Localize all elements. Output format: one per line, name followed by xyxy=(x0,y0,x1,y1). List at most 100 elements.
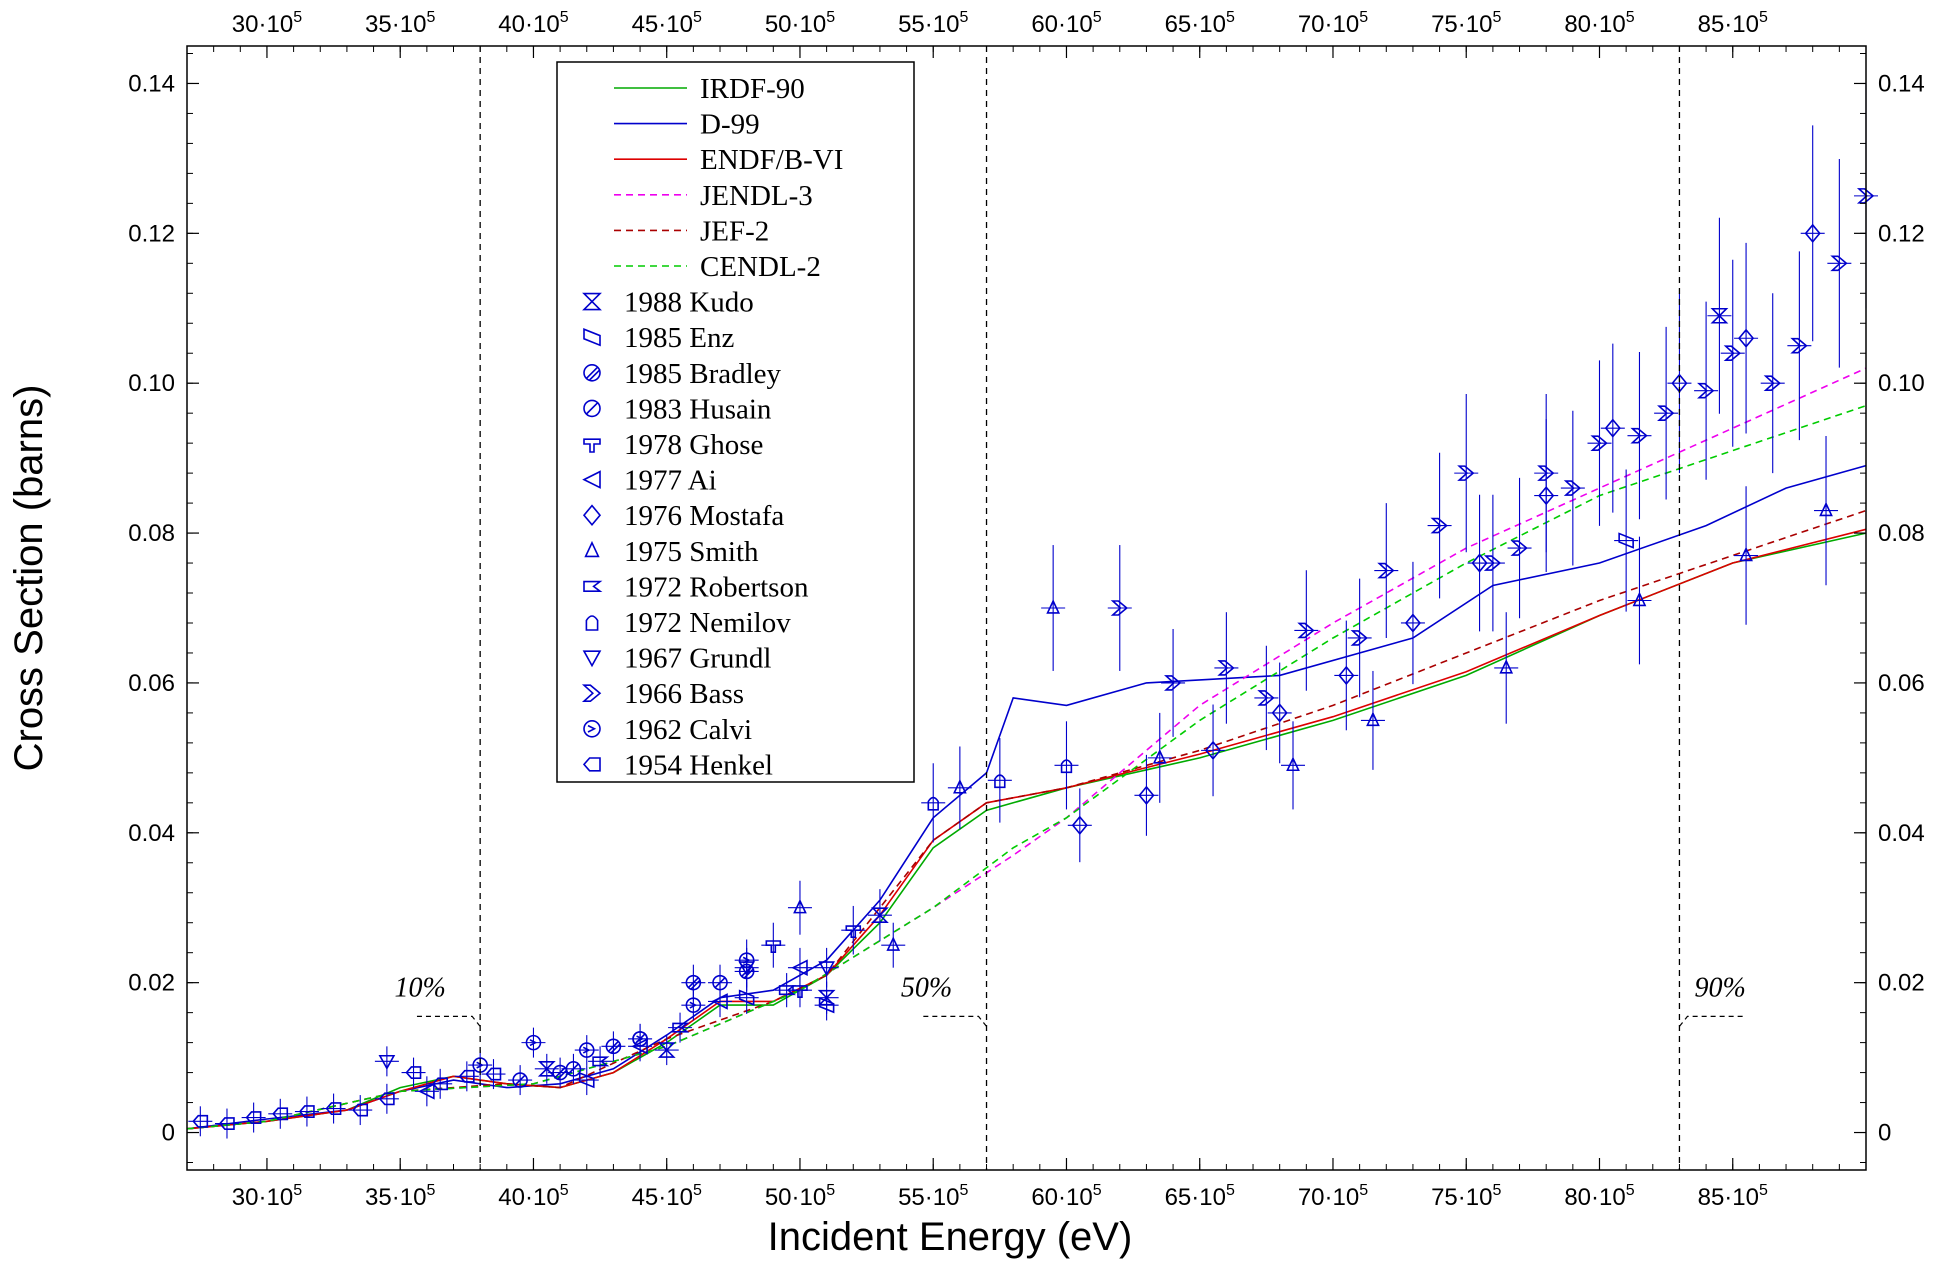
x-tick-label-top: 60·105 xyxy=(1031,9,1101,38)
legend-item: 1978 Ghose xyxy=(583,429,763,461)
series-line xyxy=(186,509,1867,1130)
legend-label: 1972 Robertson xyxy=(624,571,809,603)
tick-mantissa: 45·10 xyxy=(632,11,693,38)
legend-item: 1975 Smith xyxy=(584,536,759,568)
tick-mantissa: 70·10 xyxy=(1298,1184,1359,1211)
legend-label: 1985 Enz xyxy=(624,322,734,354)
legend-label: 1967 Grundl xyxy=(624,643,771,675)
data-point xyxy=(886,936,901,951)
x-axis-title: Incident Energy (eV) xyxy=(768,1215,1133,1259)
marker-circle xyxy=(685,997,702,1013)
tick-exponent: 5 xyxy=(293,9,302,26)
data-point xyxy=(578,1071,595,1089)
series-points xyxy=(1107,83,1878,751)
data-point xyxy=(1338,665,1355,686)
y-tick-label-right: 0 xyxy=(1878,1120,1891,1147)
x-tick-label-bottom: 75·105 xyxy=(1431,1182,1501,1211)
x-tick-label-top: 75·105 xyxy=(1431,9,1501,38)
data-point xyxy=(1763,375,1781,391)
data-point xyxy=(582,470,601,489)
marker-circle xyxy=(583,399,601,418)
data-point xyxy=(685,997,702,1013)
tick-mantissa: 45·10 xyxy=(632,1184,693,1211)
marker-circle xyxy=(583,719,601,738)
tick-exponent: 5 xyxy=(826,9,835,26)
legend-label: CENDL-2 xyxy=(700,251,821,283)
marker-arrow xyxy=(529,1039,538,1047)
reference-leader xyxy=(415,1015,481,1027)
y-tick-label-right: 0.14 xyxy=(1878,70,1925,97)
marker-circle xyxy=(685,974,702,991)
data-point xyxy=(583,328,601,347)
x-tick-label-bottom: 65·105 xyxy=(1165,1182,1235,1211)
data-point xyxy=(1790,337,1808,354)
tick-mantissa: 50·10 xyxy=(765,1184,826,1211)
y-tick-label-left: 0.04 xyxy=(128,820,175,847)
tick-exponent: 5 xyxy=(1226,9,1235,26)
tick-exponent: 5 xyxy=(826,1182,835,1199)
tick-mantissa: 55·10 xyxy=(898,11,959,38)
data-point xyxy=(218,1117,235,1130)
data-point xyxy=(685,974,702,991)
marker-slash xyxy=(714,977,726,989)
data-point xyxy=(1723,345,1741,362)
x-tick-label-bottom: 50·105 xyxy=(765,1182,835,1211)
tick-exponent: 5 xyxy=(1492,1182,1501,1199)
tick-exponent: 5 xyxy=(1359,1182,1368,1199)
data-point xyxy=(1377,562,1395,579)
data-point xyxy=(1537,465,1555,481)
x-tick-label-top: 30·105 xyxy=(232,9,302,38)
legend-label: JEF-2 xyxy=(700,215,769,247)
tick-exponent: 5 xyxy=(426,1182,435,1199)
data-point xyxy=(1563,480,1582,496)
data-point xyxy=(325,1102,342,1115)
y-tick-label-left: 0.14 xyxy=(128,70,175,97)
tick-mantissa: 70·10 xyxy=(1298,11,1359,38)
marker-slash xyxy=(610,1043,621,1054)
legend-item: 1967 Grundl xyxy=(582,643,771,675)
legend-item: 1977 Ai xyxy=(582,465,717,497)
data-point xyxy=(953,778,967,794)
data-point xyxy=(818,996,835,1014)
data-point xyxy=(1618,532,1634,549)
data-point xyxy=(1404,613,1421,633)
tick-exponent: 5 xyxy=(693,9,702,26)
data-point xyxy=(245,1111,262,1124)
data-point xyxy=(1819,501,1833,517)
data-point xyxy=(1110,600,1129,616)
tick-mantissa: 30·10 xyxy=(232,11,293,38)
tick-mantissa: 60·10 xyxy=(1031,11,1092,38)
data-point xyxy=(738,952,755,968)
legend-item: JEF-2 xyxy=(614,215,769,247)
tick-exponent: 5 xyxy=(1093,9,1102,26)
data-point xyxy=(1257,690,1275,706)
y-tick-label-left: 0.12 xyxy=(128,220,175,247)
legend-label: 1976 Mostafa xyxy=(624,500,784,532)
legend-item: JENDL-3 xyxy=(614,180,813,212)
data-point xyxy=(778,985,797,996)
tick-mantissa: 40·10 xyxy=(498,11,559,38)
data-point xyxy=(870,907,889,924)
data-point xyxy=(378,1092,395,1106)
marker-slash xyxy=(607,1040,619,1052)
data-point xyxy=(418,1083,435,1100)
axes: 30·10530·10535·10535·10540·10540·10545·1… xyxy=(128,9,1924,1211)
data-point xyxy=(1697,382,1715,399)
legend-label: 1975 Smith xyxy=(624,536,759,568)
data-point xyxy=(1499,659,1514,674)
tick-exponent: 5 xyxy=(959,9,968,26)
legend-item: 1985 Enz xyxy=(583,322,734,354)
marker-slash xyxy=(557,1069,567,1080)
tick-mantissa: 80·10 xyxy=(1564,11,1625,38)
series-points xyxy=(761,905,866,1008)
series-line xyxy=(186,404,1867,1130)
tick-exponent: 5 xyxy=(1626,9,1635,26)
x-tick-label-bottom: 85·105 xyxy=(1698,1182,1768,1211)
legend-label: 1972 Nemilov xyxy=(624,607,791,639)
marker-slash xyxy=(514,1074,526,1086)
legend-item: ENDF/B-VI xyxy=(614,144,843,176)
data-point xyxy=(994,774,1006,789)
series-points xyxy=(588,973,799,1077)
data-point xyxy=(378,1054,396,1070)
marker-slash xyxy=(687,977,699,989)
